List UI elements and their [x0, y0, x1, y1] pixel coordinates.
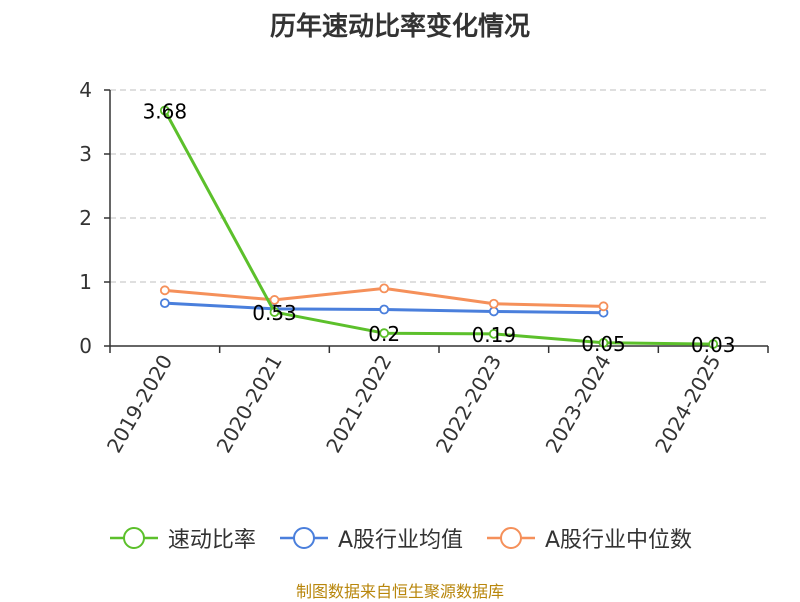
legend-swatch-icon	[109, 527, 158, 549]
legend-item[interactable]: 速动比率	[108, 522, 256, 554]
data-point	[269, 295, 280, 305]
line-chart: 0 1 2 3 4 2019-2020 2020-2021 2021-2022 2022-202…	[79, 78, 769, 457]
chart-title: 历年速动比率变化情况	[269, 12, 530, 42]
legend-item[interactable]: A股行业中位数	[485, 522, 692, 554]
data-point	[159, 105, 170, 116]
data-point	[598, 337, 609, 348]
data-label: 3.68	[143, 99, 188, 123]
data-point	[379, 328, 390, 339]
legend-item[interactable]: A股行业均值	[278, 522, 463, 554]
legend-swatch-icon	[279, 527, 328, 549]
data-point	[379, 304, 390, 315]
data-label: 0.03	[691, 333, 736, 357]
x-tick-label: 2022-2023	[431, 351, 506, 457]
series-line	[163, 109, 714, 346]
data-point	[708, 339, 719, 349]
data-label: 0.19	[472, 323, 517, 347]
x-tick-label: 2023-2024	[541, 351, 616, 457]
y-tick-label: 1	[79, 270, 92, 294]
data-label: 0.2	[368, 322, 400, 346]
data-point	[159, 298, 170, 309]
legend-label: A股行业中位数	[545, 528, 693, 553]
x-tick-label: 2019-2020	[102, 351, 177, 457]
x-tick-label: 2024-2025	[650, 351, 725, 457]
x-tick-label: 2020-2021	[212, 351, 287, 457]
chart-legend: 速动比率 A股行业均值 A股行业中位数	[0, 518, 800, 558]
y-tick-label: 2	[79, 206, 92, 230]
data-point	[488, 298, 499, 309]
data-point	[159, 285, 170, 296]
y-tick-label: 4	[79, 78, 92, 102]
data-point	[488, 328, 499, 339]
y-tick-label: 3	[79, 142, 92, 166]
y-tick-label: 0	[79, 334, 92, 358]
legend-swatch-icon	[487, 527, 535, 549]
data-point	[269, 307, 280, 317]
data-label: 0.53	[252, 301, 297, 325]
data-label: 0.05	[581, 332, 626, 356]
data-source-note: 制图数据来自恒生聚源数据库	[295, 582, 504, 601]
legend-label: 速动比率	[167, 528, 256, 553]
x-tick-label: 2021-2022	[321, 351, 396, 457]
data-point	[379, 283, 390, 294]
legend-label: A股行业均值	[337, 528, 463, 553]
data-point	[598, 301, 609, 312]
